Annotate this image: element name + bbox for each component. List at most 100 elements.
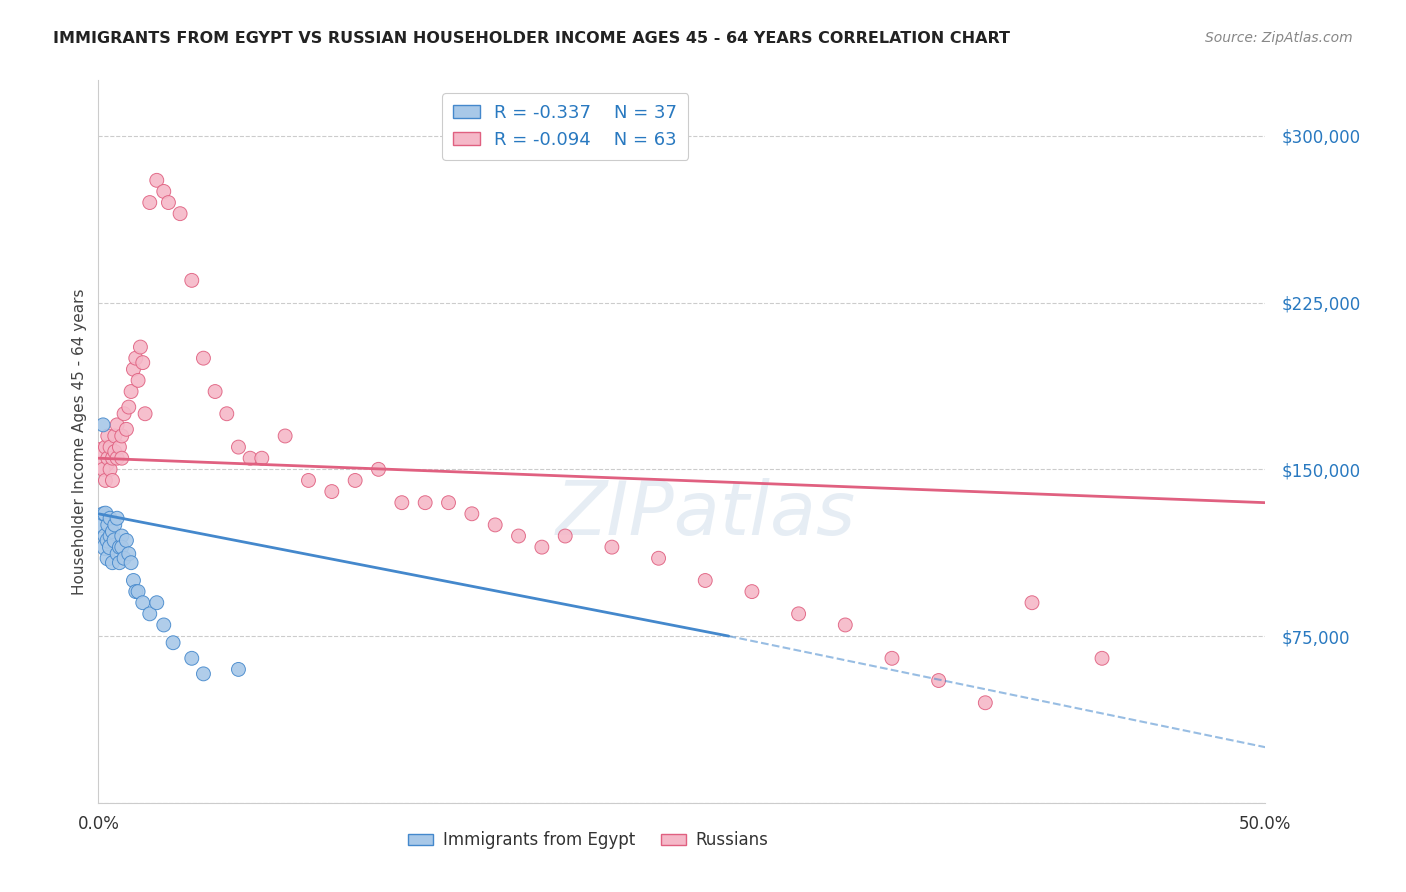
Point xyxy=(94,474,117,488)
Point xyxy=(98,540,121,554)
Point xyxy=(127,584,149,599)
Point xyxy=(101,474,124,488)
Point xyxy=(105,547,128,561)
Point xyxy=(125,351,148,366)
Point xyxy=(94,540,117,554)
Point xyxy=(94,529,117,543)
Point xyxy=(104,533,127,548)
Point xyxy=(111,529,134,543)
Point xyxy=(1091,651,1114,665)
Point xyxy=(98,440,121,454)
Point xyxy=(169,207,191,221)
Point xyxy=(228,662,250,676)
Point xyxy=(90,451,112,466)
Point xyxy=(152,618,174,632)
Point xyxy=(391,496,413,510)
Point xyxy=(115,422,138,436)
Y-axis label: Householder Income Ages 45 - 64 years: Householder Income Ages 45 - 64 years xyxy=(72,288,87,595)
Point xyxy=(118,547,141,561)
Legend: Immigrants from Egypt, Russians: Immigrants from Egypt, Russians xyxy=(402,824,775,856)
Point xyxy=(105,417,128,432)
Point xyxy=(139,195,162,210)
Point xyxy=(193,666,215,681)
Point xyxy=(111,540,134,554)
Point xyxy=(321,484,343,499)
Point xyxy=(111,451,134,466)
Point xyxy=(101,451,124,466)
Point xyxy=(554,529,576,543)
Point xyxy=(741,584,763,599)
Point xyxy=(98,511,121,525)
Point xyxy=(108,540,131,554)
Point xyxy=(508,529,530,543)
Point xyxy=(530,540,553,554)
Point xyxy=(125,584,148,599)
Point xyxy=(120,384,142,399)
Point xyxy=(437,496,460,510)
Point xyxy=(104,517,127,532)
Point xyxy=(162,636,184,650)
Point xyxy=(97,533,120,548)
Point xyxy=(834,618,856,632)
Point xyxy=(101,556,124,570)
Point xyxy=(413,496,436,510)
Point xyxy=(91,507,114,521)
Text: IMMIGRANTS FROM EGYPT VS RUSSIAN HOUSEHOLDER INCOME AGES 45 - 64 YEARS CORRELATI: IMMIGRANTS FROM EGYPT VS RUSSIAN HOUSEHO… xyxy=(53,31,1011,46)
Point xyxy=(105,511,128,525)
Point xyxy=(928,673,950,688)
Point xyxy=(139,607,162,621)
Point xyxy=(215,407,238,421)
Point xyxy=(695,574,717,588)
Point xyxy=(132,356,155,370)
Point xyxy=(108,440,131,454)
Point xyxy=(157,195,180,210)
Point xyxy=(112,551,135,566)
Point xyxy=(112,407,135,421)
Point xyxy=(180,651,202,665)
Point xyxy=(146,173,169,187)
Point xyxy=(250,451,273,466)
Point xyxy=(94,440,117,454)
Point xyxy=(118,400,141,414)
Point xyxy=(484,517,506,532)
Text: Source: ZipAtlas.com: Source: ZipAtlas.com xyxy=(1205,31,1353,45)
Point xyxy=(101,524,124,539)
Point xyxy=(108,556,131,570)
Point xyxy=(600,540,623,554)
Point xyxy=(193,351,215,366)
Text: ZIPatlas: ZIPatlas xyxy=(555,478,855,549)
Point xyxy=(180,273,202,287)
Point xyxy=(120,556,142,570)
Point xyxy=(132,596,155,610)
Point xyxy=(134,407,156,421)
Point xyxy=(91,462,114,476)
Point xyxy=(367,462,389,476)
Point xyxy=(97,517,120,532)
Point xyxy=(105,451,128,466)
Point xyxy=(97,451,120,466)
Point xyxy=(115,533,138,548)
Point xyxy=(91,417,114,432)
Point xyxy=(239,451,262,466)
Point xyxy=(974,696,997,710)
Point xyxy=(127,373,149,387)
Point xyxy=(97,429,120,443)
Point xyxy=(129,340,152,354)
Point xyxy=(122,362,145,376)
Point xyxy=(344,474,367,488)
Point xyxy=(90,517,112,532)
Point xyxy=(146,596,169,610)
Point xyxy=(94,507,117,521)
Point xyxy=(98,529,121,543)
Point xyxy=(1021,596,1043,610)
Point xyxy=(122,574,145,588)
Point xyxy=(297,474,319,488)
Point xyxy=(104,429,127,443)
Point xyxy=(461,507,484,521)
Point xyxy=(647,551,669,566)
Point xyxy=(204,384,226,399)
Point xyxy=(880,651,903,665)
Point xyxy=(787,607,810,621)
Point xyxy=(97,551,120,566)
Point xyxy=(98,462,121,476)
